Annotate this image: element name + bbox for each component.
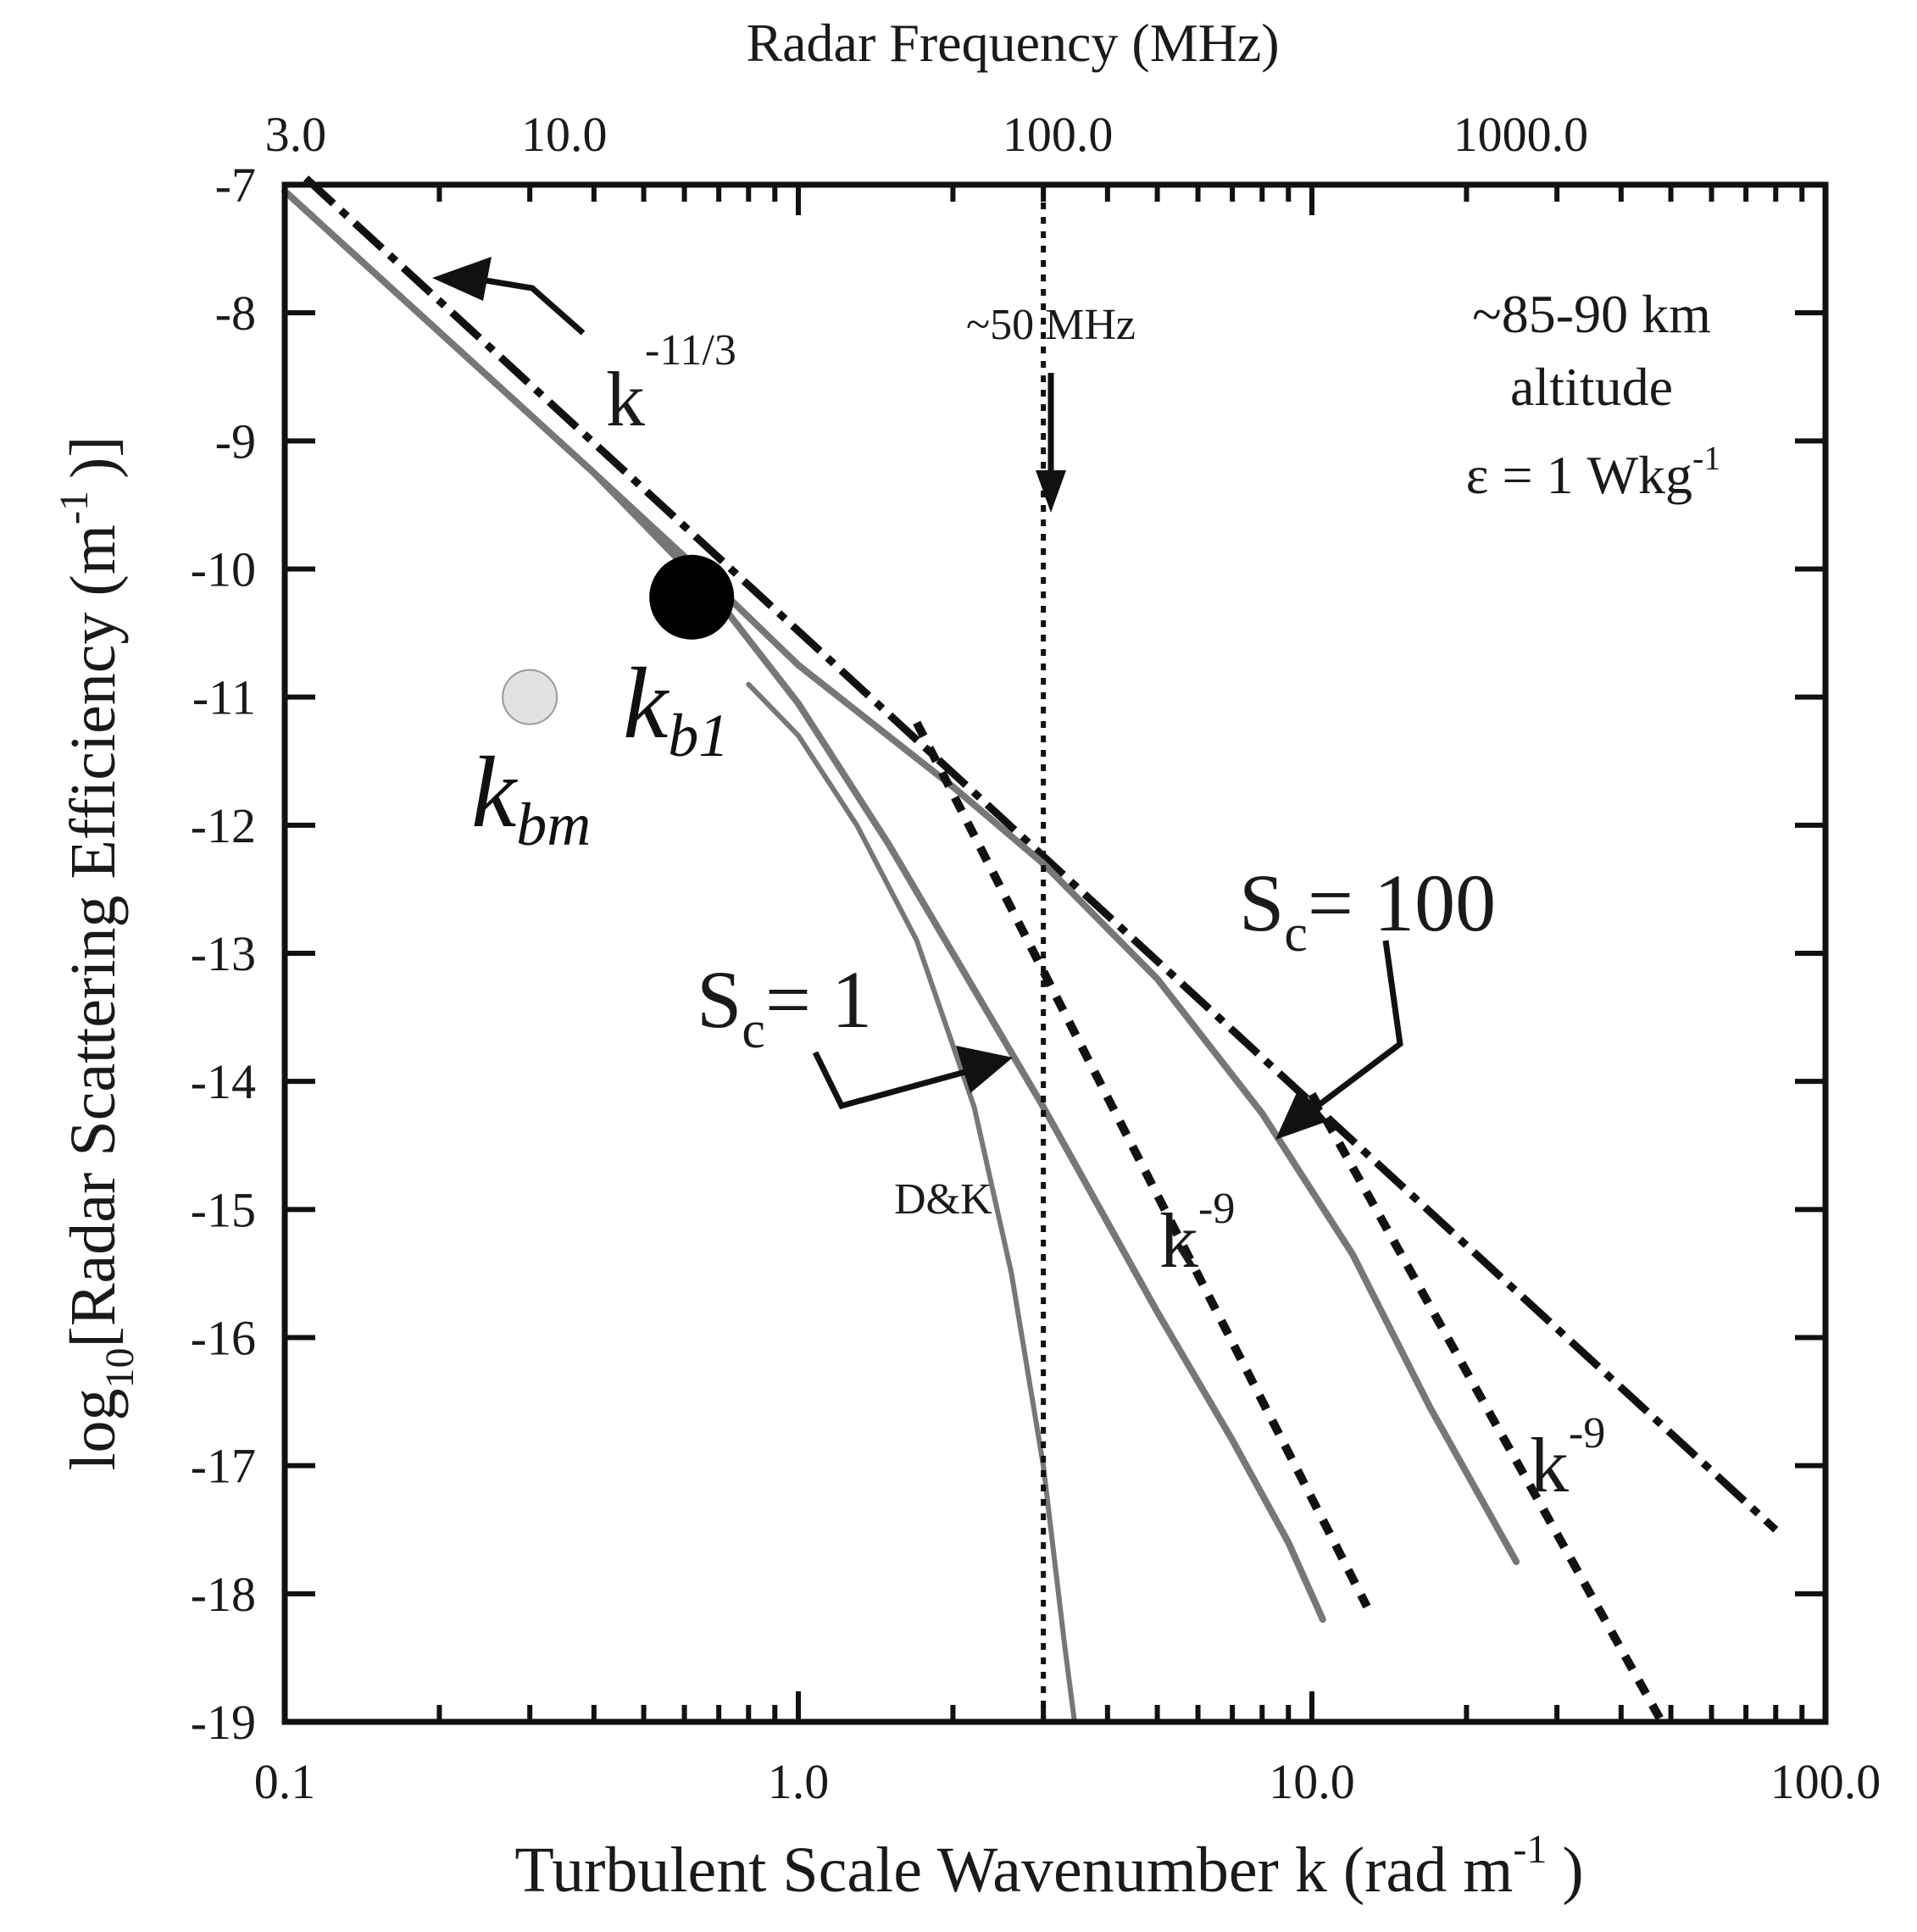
y-tick-label-10: -17 — [191, 1439, 256, 1494]
x-axis-title-sup: -1 — [1513, 1827, 1547, 1872]
label-sc1-val: = 1 — [765, 954, 872, 1045]
y-axis-title-main: [Radar Scattering Efficiency (m — [58, 525, 129, 1347]
arrow-sc100-line — [1298, 940, 1403, 1121]
label-sc-100: Sc= 100 — [1239, 858, 1496, 963]
label-sc1-s: S — [697, 954, 742, 1045]
y-tick-label-5: -12 — [191, 798, 256, 853]
y-tick-label-3: -10 — [191, 542, 256, 597]
point-k_b1 — [649, 554, 735, 640]
y-axis-title: log10[Radar Scattering Efficiency (m-1)] — [52, 436, 142, 1470]
ticks-layer — [282, 182, 1828, 1724]
arrows — [470, 275, 1403, 1121]
label-k-letter-a: k — [606, 356, 645, 442]
label-k-sup-c: -9 — [1569, 1409, 1605, 1457]
points-layer — [502, 554, 735, 725]
label-sc1-sub: c — [742, 1002, 765, 1059]
label-kb1-k: k — [623, 647, 670, 759]
label-dk: D&K — [894, 1175, 992, 1224]
arrowhead-sc1 — [956, 1046, 1013, 1093]
arrowheads — [432, 257, 1328, 1140]
y-tick-label-9: -16 — [191, 1311, 256, 1366]
label-k-letter-c: k — [1530, 1422, 1569, 1508]
x-tick-label-0: 0.1 — [254, 1754, 316, 1809]
label-kb1: kb1 — [623, 647, 729, 769]
top-tick-label-1: 10.0 — [521, 107, 608, 162]
y-axis-title-sub: 10 — [97, 1347, 142, 1388]
arrowhead-slope — [432, 257, 492, 301]
y-axis-title-prefix: log — [58, 1388, 129, 1470]
annotation-epsilon-main: ε = 1 Wkg — [1466, 445, 1692, 505]
y-tick-label-7: -14 — [191, 1054, 256, 1109]
point-k_bm — [502, 669, 558, 725]
annotation-altitude: ~85-90 km — [1472, 284, 1711, 344]
arrowhead-sc100 — [1275, 1087, 1328, 1140]
label-k-slope-9-sc100: k-9 — [1530, 1409, 1605, 1508]
arrow-slope-line — [470, 275, 586, 336]
label-kbm-sub: bm — [516, 791, 591, 858]
y-axis-title-end: )] — [58, 436, 129, 479]
x-tick-label-3: 100.0 — [1770, 1754, 1881, 1809]
annotation-epsilon-sup: -1 — [1692, 439, 1720, 477]
label-k-sup-a: -11/3 — [645, 326, 736, 375]
label-sc-1: Sc= 1 — [697, 954, 872, 1059]
x-axis-title-main: Turbulent Scale Wavenumber k (rad m — [514, 1835, 1513, 1906]
y-tick-label-12: -19 — [191, 1695, 256, 1750]
top-tick-label-2: 100.0 — [1003, 107, 1114, 162]
label-sc100-val: = 100 — [1308, 858, 1496, 948]
annotation-epsilon: ε = 1 Wkg-1 — [1466, 439, 1721, 505]
x-tick-label-2: 10.0 — [1269, 1754, 1355, 1809]
arrowhead-50mhz — [1036, 470, 1066, 513]
label-k-slope-9-sc1: k-9 — [1159, 1185, 1235, 1284]
arrow-sc1-line — [812, 1051, 975, 1110]
series-5 — [1308, 1091, 1666, 1724]
label-kbm-k: k — [471, 736, 519, 848]
label-k-sup-b: -9 — [1198, 1185, 1235, 1233]
y-tick-label-1: -8 — [215, 286, 256, 341]
y-tick-label-4: -11 — [192, 670, 256, 725]
series-4 — [913, 720, 1371, 1609]
label-k-slope-11-3: k-11/3 — [606, 326, 736, 442]
top-tick-label-3: 1000.0 — [1453, 107, 1589, 162]
y-axis-title-sup: -1 — [52, 491, 97, 525]
series-2 — [281, 187, 1326, 1624]
y-tick-label-11: -18 — [191, 1567, 256, 1622]
label-k-letter-b: k — [1159, 1197, 1198, 1284]
x-tick-label-1: 1.0 — [768, 1754, 830, 1809]
label-kbm: kbm — [471, 736, 591, 858]
annotation-altitude-2: altitude — [1510, 357, 1673, 417]
x-axis-title: Turbulent Scale Wavenumber k (rad m-1) — [514, 1827, 1583, 1906]
x-axis-title-end: ) — [1562, 1835, 1583, 1906]
vline-label: ~50 MHz — [966, 301, 1136, 349]
y-tick-label-8: -15 — [191, 1182, 256, 1237]
series-3 — [746, 681, 1077, 1724]
y-tick-label-6: -13 — [191, 926, 256, 981]
label-sc100-sub: c — [1284, 905, 1308, 963]
tick-labels: -7 -8 -9 -10 -11 -12 -13 -14 -15 -16 -17 -18 -190.1 1… — [191, 107, 1881, 1809]
label-kb1-sub: b1 — [668, 702, 729, 769]
y-tick-label-0: -7 — [215, 158, 256, 213]
top-tick-label-0: 3.0 — [265, 107, 327, 162]
top-axis-title: Radar Frequency (MHz) — [746, 13, 1279, 73]
y-tick-label-2: -9 — [215, 414, 256, 469]
label-sc100-s: S — [1239, 858, 1284, 948]
